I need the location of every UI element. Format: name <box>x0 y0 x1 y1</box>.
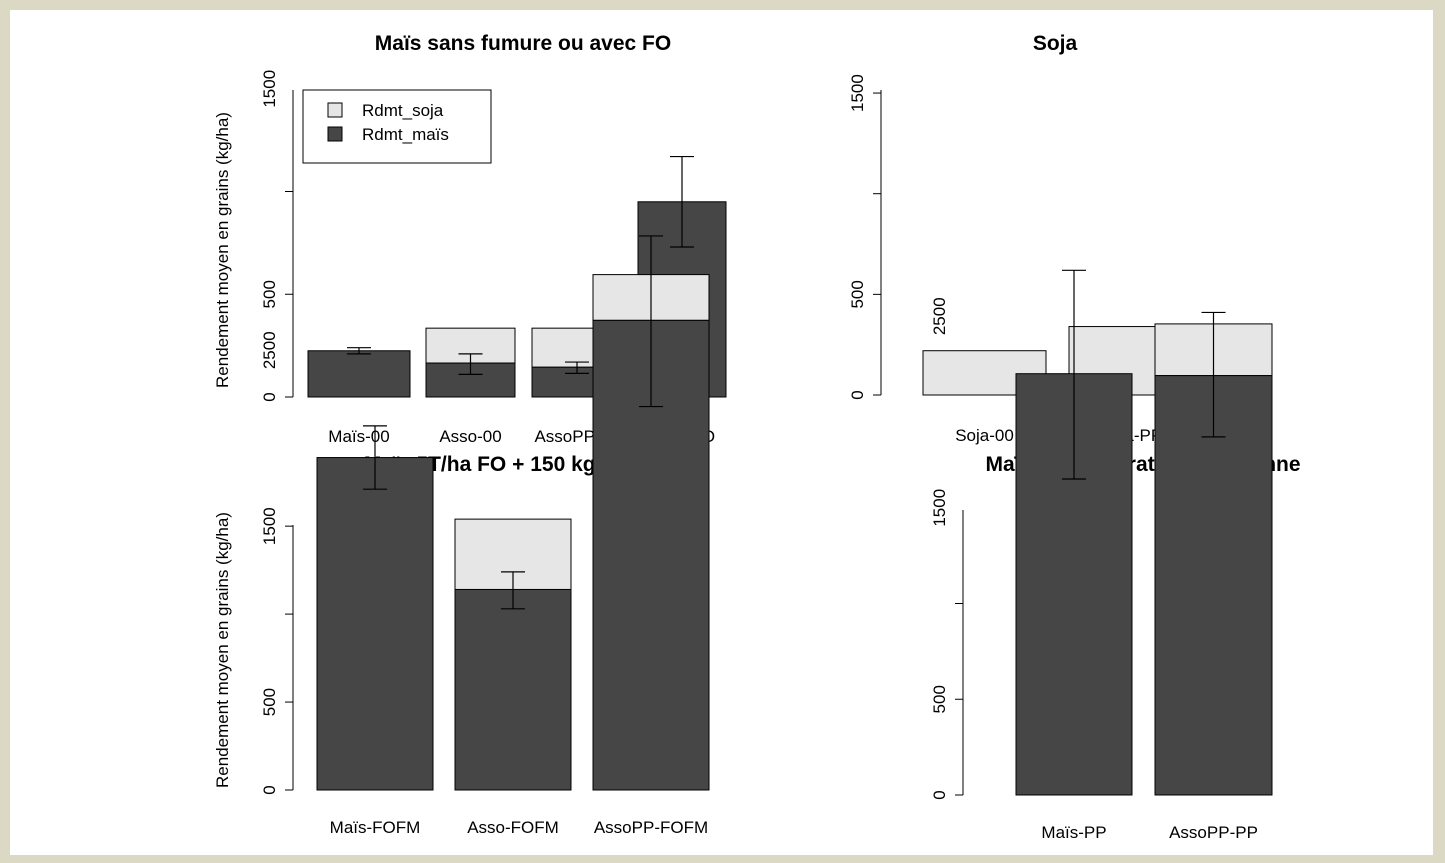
panel-4-bar-mais-2 <box>1154 375 1273 796</box>
panel-3-y-tick-label: 0 <box>260 785 279 794</box>
panel-3-y-tick-label: 1500 <box>260 507 279 545</box>
panel-2-title: Soja <box>1033 32 1078 55</box>
panel-2-category-label: Soja-00 <box>955 426 1014 445</box>
figure-frame: Maïs sans fumure ou avec FO 0 500 1500 2500 R… <box>10 10 1433 855</box>
panel-3-category-label: AssoPP-FOFM <box>594 818 708 837</box>
panel-2-y-tick-label: 0 <box>848 390 867 399</box>
panel-1-category-label: Asso-00 <box>439 427 501 446</box>
panel-3-category-label: Asso-FOFM <box>467 818 559 837</box>
panel-3-y-tick-label: 2500 <box>260 331 279 369</box>
panel-3-category-label: Maïs-FOFM <box>330 818 421 837</box>
panel-4-category-label: AssoPP-PP <box>1169 823 1258 842</box>
panel-2-y-tick-label: 1500 <box>848 74 867 112</box>
panel-4-y-tick-label: 1500 <box>930 489 949 527</box>
panel-1-category-label: Maïs-00 <box>328 427 389 446</box>
panel-2-y-tick-label: 500 <box>848 280 867 308</box>
panel-4-y-tick-label: 2500 <box>930 297 949 335</box>
legend-label-1: Rdmt_soja <box>362 101 444 120</box>
panel-1-y-tick-label: 0 <box>260 392 279 401</box>
panel-1-title: Maïs sans fumure ou avec FO <box>375 32 671 55</box>
panel-4-y-tick-label: 500 <box>930 685 949 713</box>
panel-1-y-tick-label: 500 <box>260 280 279 308</box>
panel-1-bar-mais-1 <box>307 350 411 398</box>
legend-swatch-1 <box>327 102 343 118</box>
panel-4-y-tick-label: 0 <box>930 790 949 799</box>
panel-3-title: Maïs 5T/ha FO + 150 kg/ha FM <box>364 453 662 476</box>
panel-3-bar-mais-1 <box>316 457 434 791</box>
panel-3-bar-mais-2 <box>454 588 572 791</box>
legend-swatch-2 <box>327 126 343 142</box>
panel-3-y-label: Rendement moyen en grains (kg/ha) <box>213 512 232 788</box>
legend-label-2: Rdmt_maïs <box>362 125 449 144</box>
legend-box <box>302 89 492 164</box>
panel-3-y-tick-label: 500 <box>260 688 279 716</box>
panel-1-y-tick-label: 1500 <box>260 70 279 108</box>
figure-svg: Maïs sans fumure ou avec FO 0 500 1500 2500 R… <box>213 32 1301 842</box>
panel-4-category-label: Maïs-PP <box>1041 823 1106 842</box>
panel-1-y-label: Rendement moyen en grains (kg/ha) <box>213 112 232 388</box>
